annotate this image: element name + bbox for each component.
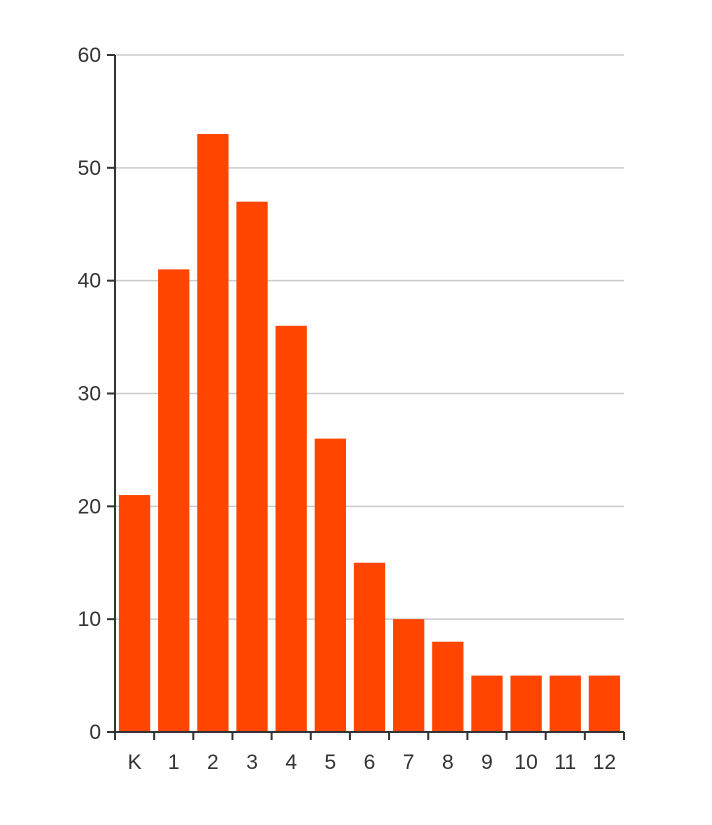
bar-1 <box>158 269 190 732</box>
bar-4 <box>275 325 307 732</box>
x-tick-label: 6 <box>364 751 376 774</box>
bar-8 <box>432 641 464 732</box>
x-tick-label: 2 <box>207 751 219 774</box>
grid-layer <box>115 54 624 620</box>
x-tick-label: 10 <box>514 751 537 774</box>
y-tick-label: 10 <box>78 608 101 631</box>
x-tick-label: 11 <box>554 751 576 774</box>
bar-2 <box>197 133 229 732</box>
bar-3 <box>236 201 268 732</box>
bar-layer <box>118 133 621 732</box>
y-tick-label: 60 <box>78 44 101 67</box>
bar-7 <box>392 619 425 732</box>
y-tick-label: 50 <box>78 157 101 180</box>
bar-10 <box>510 675 542 732</box>
y-tick-label: 30 <box>78 383 101 406</box>
bar-K <box>118 495 151 732</box>
x-tick-label: 7 <box>403 751 415 774</box>
bar-6 <box>353 562 386 732</box>
y-tick-label: 40 <box>78 270 101 293</box>
bar-5 <box>314 438 347 732</box>
x-tick-label: 9 <box>481 751 493 774</box>
x-tick-label: 3 <box>246 751 258 774</box>
x-tick-label: 5 <box>325 751 337 774</box>
y-tick-label: 0 <box>89 721 101 744</box>
x-tick-label: 1 <box>168 751 180 774</box>
x-tick-label: 4 <box>285 751 297 774</box>
bar-11 <box>549 675 581 732</box>
y-tick-label: 20 <box>78 495 101 518</box>
x-tick-label: K <box>128 751 142 774</box>
x-tick-label: 8 <box>442 751 454 774</box>
bar-9 <box>471 675 503 732</box>
bar-12 <box>588 675 621 732</box>
x-tick-label: 12 <box>593 751 616 774</box>
